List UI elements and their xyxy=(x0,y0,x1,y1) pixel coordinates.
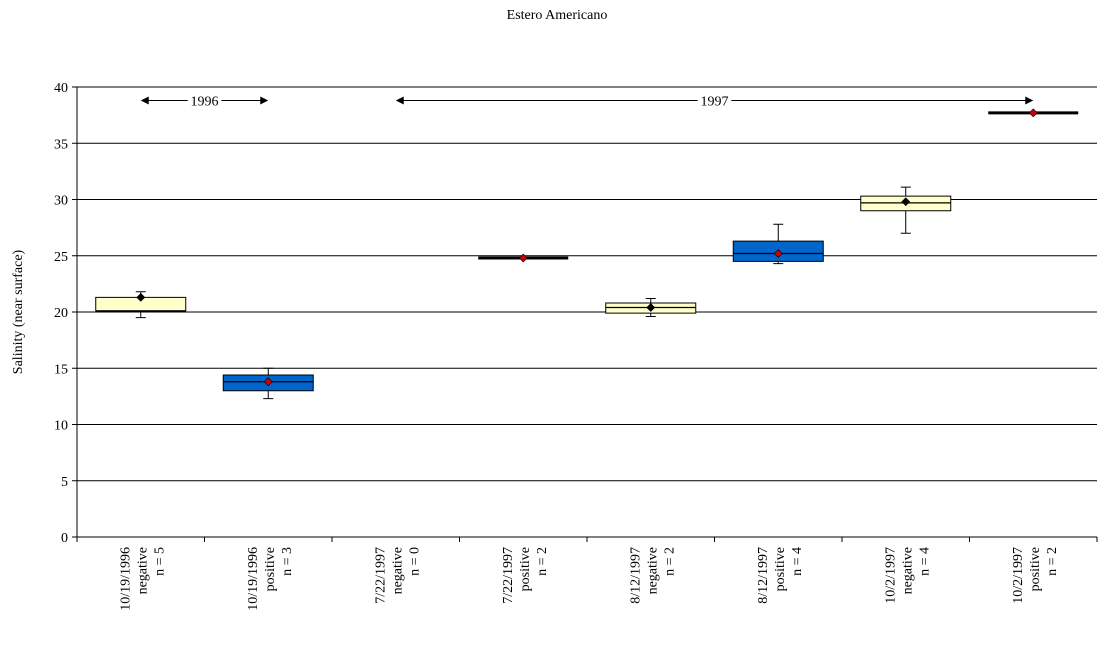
x-category-label-line: 10/19/1996 xyxy=(246,547,261,611)
mean-marker xyxy=(646,303,656,312)
x-category-label-line: 10/19/1996 xyxy=(119,547,134,611)
mean-marker xyxy=(136,292,146,302)
arrowhead-left xyxy=(140,96,149,105)
x-category-label-line: 7/22/1997 xyxy=(501,547,516,604)
arrowhead-right xyxy=(1025,96,1034,105)
y-tick-label: 35 xyxy=(54,137,68,152)
y-tick-label: 10 xyxy=(54,419,68,434)
box-plot-4 xyxy=(478,253,569,263)
arrowhead-right xyxy=(260,96,269,105)
x-category-label: 10/19/1996 positive n = 3 xyxy=(246,547,295,611)
mean-marker xyxy=(518,253,528,263)
y-tick-label: 40 xyxy=(54,81,68,96)
x-category-label-line: n = 5 xyxy=(153,547,168,576)
y-tick-label: 0 xyxy=(61,531,68,546)
x-category-label: 8/12/1997 negative n = 2 xyxy=(629,547,678,604)
x-category-label-line: n = 4 xyxy=(790,547,805,576)
x-category-label-line: n = 4 xyxy=(918,547,933,576)
box-plot-2 xyxy=(222,367,314,400)
year-annotations: 1996 1997 xyxy=(140,95,1034,110)
x-category-label: 10/2/1997 negative n = 4 xyxy=(884,547,933,604)
mean-marker xyxy=(901,197,911,207)
x-category-label: 7/22/1997 positive n = 2 xyxy=(501,547,550,604)
x-category-label-line: 10/2/1997 xyxy=(1011,547,1026,604)
x-category-label-line: 10/2/1997 xyxy=(884,547,899,604)
x-category-label-line: positive xyxy=(773,547,788,591)
x-category-label-line: n = 0 xyxy=(408,547,423,576)
x-category-label-line: positive xyxy=(518,547,533,591)
x-category-label: 7/22/1997 negative n = 0 xyxy=(374,547,423,604)
x-category-label-line: positive xyxy=(263,547,278,591)
x-category-label-line: 7/22/1997 xyxy=(374,547,389,604)
box-plot-8 xyxy=(988,108,1079,118)
x-category-label-line: n = 3 xyxy=(280,547,295,576)
year-label: 1997 xyxy=(701,95,729,110)
chart-title: Estero Americano xyxy=(507,8,608,23)
year-label: 1996 xyxy=(191,95,219,110)
x-axis-category-labels: 10/19/1996 negative n = 5 10/19/1996 positiv… xyxy=(76,537,1098,611)
box-plots xyxy=(95,108,1079,538)
year-span-1997: 1997 xyxy=(395,95,1034,110)
x-category-label-line: negative xyxy=(901,547,916,594)
x-category-label-line: n = 2 xyxy=(1045,547,1060,576)
x-category-label: 10/2/1997 positive n = 2 xyxy=(1011,547,1060,604)
arrowhead-left xyxy=(395,96,404,105)
box-plot-7 xyxy=(860,186,952,234)
x-category-label-line: n = 2 xyxy=(535,547,550,576)
x-category-label: 8/12/1997 positive n = 4 xyxy=(756,547,805,604)
x-category-label-line: 8/12/1997 xyxy=(629,547,644,604)
x-category-label-line: 8/12/1997 xyxy=(756,547,771,604)
box-plot-1 xyxy=(95,291,187,319)
y-tick-label: 30 xyxy=(54,194,68,209)
gridlines xyxy=(77,86,1097,482)
y-tick-label: 25 xyxy=(54,250,68,265)
mean-marker xyxy=(263,377,273,387)
y-tick-label: 5 xyxy=(61,475,68,490)
x-category-label-line: negative xyxy=(391,547,406,594)
box-plot-6 xyxy=(732,223,824,265)
y-tick-label: 20 xyxy=(54,306,68,321)
x-category-label: 10/19/1996 negative n = 5 xyxy=(119,547,168,611)
year-span-1996: 1996 xyxy=(140,95,269,110)
x-category-label-line: negative xyxy=(136,547,151,594)
y-tick-label: 15 xyxy=(54,362,68,377)
y-axis-label: Salinity (near surface) xyxy=(11,249,26,374)
mean-marker xyxy=(1028,108,1038,118)
x-category-label-line: positive xyxy=(1028,547,1043,591)
x-category-label-line: negative xyxy=(646,547,661,594)
box-plot-5 xyxy=(605,298,697,317)
mean-marker xyxy=(773,249,783,258)
x-category-label-line: n = 2 xyxy=(663,547,678,576)
y-axis-ticks: 0 5 10 15 20 25 30 35 40 xyxy=(54,81,77,546)
